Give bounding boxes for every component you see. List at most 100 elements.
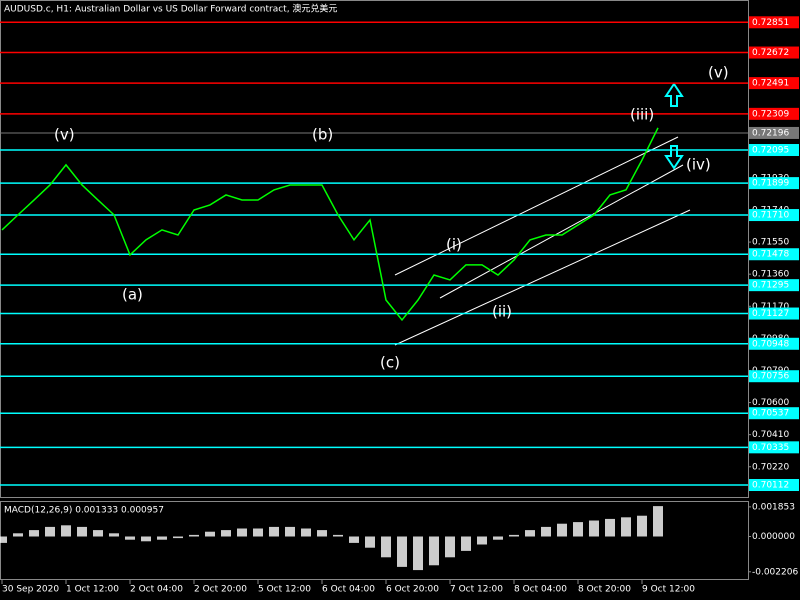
level-label: 0.70948 [752, 339, 789, 349]
macd-bar [413, 536, 423, 571]
macd-bar [173, 536, 183, 539]
macd-bar [189, 534, 199, 537]
level-label: 0.72095 [752, 146, 789, 156]
x-tick-label: 5 Oct 12:00 [258, 585, 311, 595]
macd-bar [109, 533, 119, 537]
x-tick-label: 7 Oct 12:00 [450, 585, 503, 595]
level-label-bg [749, 441, 799, 454]
macd-bar [157, 536, 167, 540]
level-label: 0.71710 [752, 211, 789, 221]
x-tick-label: 1 Oct 12:00 [66, 585, 119, 595]
y-tick-label: 0.70600 [752, 398, 789, 408]
level-label: 0.72851 [752, 18, 789, 28]
x-tick-label: 9 Oct 12:00 [642, 585, 695, 595]
level-label-bg [749, 16, 799, 29]
macd-bar [445, 536, 455, 558]
macd-bar [477, 536, 487, 545]
x-tick-label: 6 Oct 04:00 [322, 585, 375, 595]
level-label: 0.71478 [752, 250, 789, 260]
wave-label: (i) [446, 236, 462, 254]
macd-bar [125, 536, 135, 540]
macd-bar [205, 531, 215, 537]
y-tick-label: 0.71360 [752, 270, 789, 280]
macd-bar [237, 528, 247, 537]
level-label: 0.70537 [752, 409, 789, 419]
level-label-bg [749, 46, 799, 59]
macd-bar [637, 515, 647, 537]
macd-bar [333, 534, 343, 537]
macd-bar [493, 536, 503, 540]
level-label-bg [749, 307, 799, 320]
level-label: 0.71127 [752, 309, 789, 319]
chart-title: AUDUSD.c, H1: Australian Dollar vs US Do… [4, 3, 337, 15]
macd-bar [349, 536, 359, 543]
y-tick-label: 0.70220 [752, 462, 789, 472]
macd-bar [253, 528, 263, 537]
level-label-bg [749, 177, 799, 190]
wave-label: (iv) [686, 156, 711, 174]
y-tick-label: 0.71550 [752, 238, 789, 248]
macd-bar [589, 520, 599, 537]
level-label-bg [749, 279, 799, 292]
macd-bar [509, 534, 519, 537]
level-label: 0.72309 [752, 109, 789, 119]
level-label: 0.70756 [752, 372, 789, 382]
macd-bar [365, 536, 375, 548]
channel-line [394, 136, 679, 276]
wave-label: (v) [54, 126, 75, 144]
macd-title: MACD(12,26,9) 0.001333 0.000957 [4, 506, 164, 516]
macd-bar [13, 533, 23, 537]
wave-label: (ii) [492, 303, 512, 321]
level-label-bg [749, 370, 799, 383]
level-label-bg [749, 407, 799, 420]
macd-bar [45, 526, 55, 537]
macd-bar [93, 530, 103, 537]
price-line [1, 127, 659, 322]
macd-bar [77, 526, 87, 537]
level-label: 0.71295 [752, 281, 789, 291]
channel-line [439, 164, 684, 299]
macd-bar [525, 530, 535, 537]
wave-label: (iii) [630, 106, 654, 124]
wave-label: (v) [708, 64, 729, 82]
x-tick-label: 2 Oct 20:00 [194, 585, 247, 595]
macd-bar [573, 522, 583, 537]
wave-label: (b) [312, 126, 333, 144]
up-arrow [664, 82, 684, 107]
macd-y-tick-label: 0.000000 [752, 532, 795, 542]
level-label-bg [749, 337, 799, 350]
x-tick-label: 8 Oct 20:00 [578, 585, 631, 595]
level-label: 0.72491 [752, 79, 789, 89]
macd-bar [221, 530, 231, 537]
level-label: 0.70335 [752, 443, 789, 453]
x-tick-label: 30 Sep 2020 [2, 585, 59, 595]
macd-bar [381, 536, 391, 558]
current-price-bg [749, 126, 799, 139]
macd-bar [141, 536, 151, 542]
macd-bar [557, 523, 567, 537]
level-label-bg [749, 107, 799, 120]
wave-label: (a) [122, 286, 143, 304]
macd-bar [301, 528, 311, 537]
macd-bar [541, 526, 551, 537]
wave-label: (c) [380, 354, 400, 372]
level-label-bg [749, 248, 799, 261]
macd-bar [317, 530, 327, 537]
macd-bar [621, 517, 631, 537]
level-label: 0.70112 [752, 481, 789, 491]
level-label-bg [749, 144, 799, 157]
current-price-label: 0.72196 [752, 128, 789, 138]
y-tick-label: 0.71170 [752, 302, 789, 312]
macd-bar [61, 525, 71, 537]
macd-bar [605, 518, 615, 537]
macd-bar [397, 536, 407, 567]
level-label: 0.71899 [752, 179, 789, 189]
macd-bar [0, 536, 7, 543]
level-label: 0.72672 [752, 48, 789, 58]
macd-bar [653, 506, 663, 537]
level-label-bg [749, 479, 799, 492]
x-tick-label: 6 Oct 20:00 [386, 585, 439, 595]
macd-bar [285, 526, 295, 537]
